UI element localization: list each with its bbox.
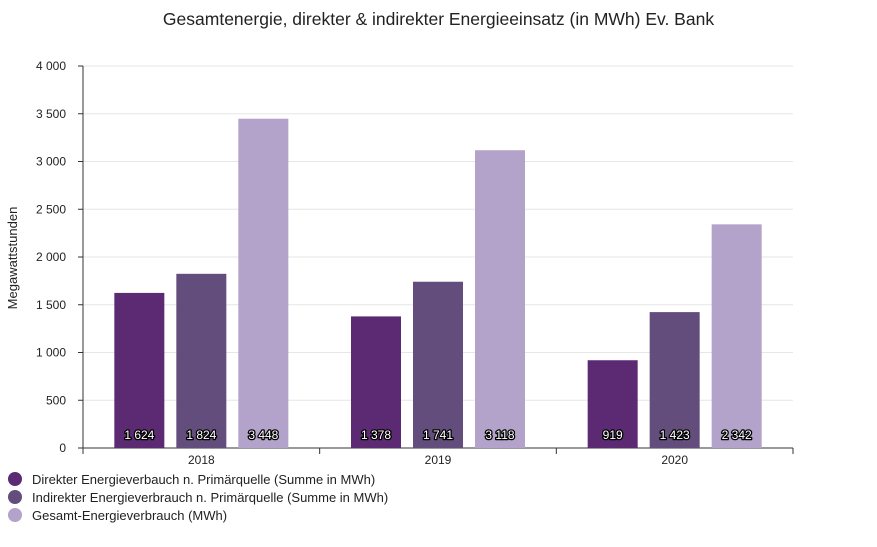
legend-swatch — [8, 490, 22, 504]
legend-item: Direkter Energieverbauch n. Primärquelle… — [8, 470, 388, 488]
x-tick-label: 2020 — [661, 453, 688, 467]
bar — [176, 273, 227, 448]
data-label: 1 624 — [124, 428, 154, 442]
bar — [413, 281, 463, 448]
y-tick-label: 3 500 — [36, 107, 66, 121]
data-label: 1 824 — [186, 428, 216, 442]
y-tick-label: 1 500 — [36, 298, 66, 312]
bar — [711, 224, 762, 448]
x-tick-label: 2019 — [425, 453, 452, 467]
data-label: 1 378 — [361, 428, 391, 442]
data-label: 919 — [603, 428, 623, 442]
y-tick-label: 2 500 — [36, 202, 66, 216]
data-label: 2 342 — [722, 428, 752, 442]
chart-title: Gesamtenergie, direkter & indirekter Ene… — [162, 9, 715, 29]
bar — [475, 150, 525, 448]
x-tick-label: 2018 — [188, 453, 215, 467]
legend-label: Indirekter Energieverbrauch n. Primärque… — [32, 489, 389, 505]
data-labels: 1 624 1 824 3 448 1 378 1 741 3 118 919 1 423 2 … — [123, 427, 753, 444]
y-tick-label: 1 000 — [36, 346, 66, 360]
bar — [351, 316, 401, 448]
bar — [649, 312, 700, 448]
bar — [587, 360, 638, 448]
legend-label: Direkter Energieverbauch n. Primärquelle… — [32, 471, 376, 487]
bar — [114, 292, 165, 448]
y-tick-label: 3 000 — [36, 155, 66, 169]
legend-item: Indirekter Energieverbrauch n. Primärque… — [8, 488, 388, 506]
legend-swatch — [8, 508, 22, 522]
y-tick-label: 500 — [46, 393, 66, 407]
y-axis-title: Megawattstunden — [5, 207, 20, 310]
y-tick-label: 4 000 — [36, 59, 66, 73]
data-label: 3 448 — [248, 428, 278, 442]
data-label: 3 118 — [485, 428, 514, 442]
legend-item: Gesamt-Energieverbrauch (MWh) — [8, 506, 388, 524]
bars — [114, 118, 762, 448]
y-tick-label: 0 — [59, 441, 66, 455]
legend-swatch — [8, 472, 22, 486]
y-tick-label: 2 000 — [36, 250, 66, 264]
legend-label: Gesamt-Energieverbrauch (MWh) — [32, 507, 228, 523]
data-label: 1 423 — [660, 428, 690, 442]
data-label: 1 741 — [423, 428, 453, 442]
legend: Direkter Energieverbauch n. Primärquelle… — [8, 470, 388, 524]
bar — [238, 118, 289, 448]
